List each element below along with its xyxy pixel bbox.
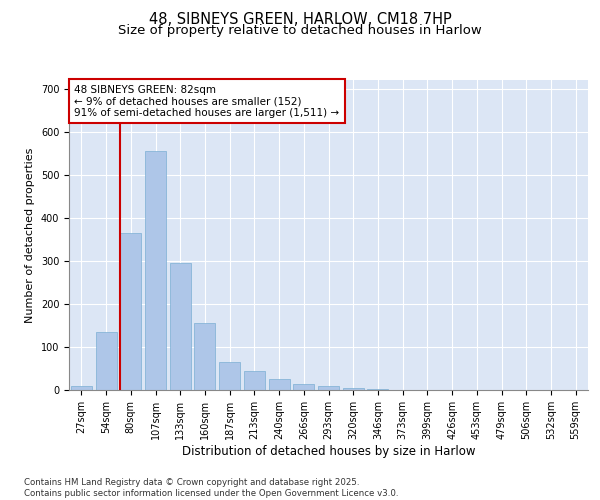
Bar [269,379,290,390]
Bar [343,388,364,390]
Text: 48, SIBNEYS GREEN, HARLOW, CM18 7HP: 48, SIBNEYS GREEN, HARLOW, CM18 7HP [149,12,451,28]
Text: Contains HM Land Registry data © Crown copyright and database right 2025.
Contai: Contains HM Land Registry data © Crown c… [24,478,398,498]
Bar [71,386,92,390]
X-axis label: Distribution of detached houses by size in Harlow: Distribution of detached houses by size … [182,444,475,458]
Bar [318,386,339,390]
Bar [367,389,388,390]
Text: 48 SIBNEYS GREEN: 82sqm
← 9% of detached houses are smaller (152)
91% of semi-de: 48 SIBNEYS GREEN: 82sqm ← 9% of detached… [74,84,340,118]
Bar [219,362,240,390]
Text: Size of property relative to detached houses in Harlow: Size of property relative to detached ho… [118,24,482,37]
Y-axis label: Number of detached properties: Number of detached properties [25,148,35,322]
Bar [145,151,166,390]
Bar [244,370,265,390]
Bar [194,324,215,390]
Bar [170,263,191,390]
Bar [120,233,141,390]
Bar [293,384,314,390]
Bar [95,332,116,390]
